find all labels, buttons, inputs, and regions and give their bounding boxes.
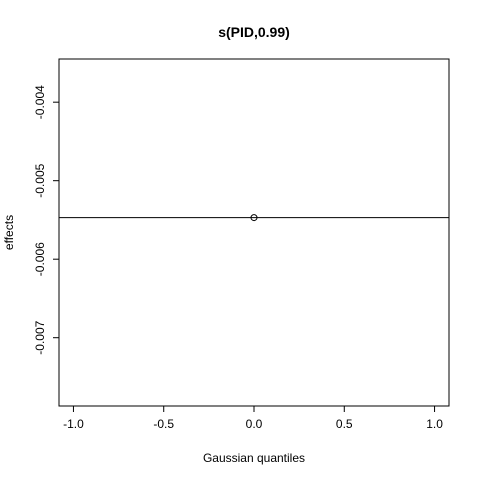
y-axis: -0.004 -0.005 -0.006 -0.007 [33,85,60,355]
y-tick-label: -0.005 [33,163,47,197]
data-layer [59,214,449,222]
x-tick-label: -1.0 [63,417,84,431]
chart-title: s(PID,0.99) [218,24,290,40]
y-tick-label: -0.007 [33,320,47,354]
x-tick-label: -0.5 [153,417,174,431]
x-axis-label: Gaussian quantiles [203,451,305,465]
data-point [250,214,258,222]
y-tick-label: -0.006 [33,242,47,276]
plot-frame [58,58,450,407]
x-tick-label: 1.0 [426,417,443,431]
x-tick-label: 0.0 [246,417,263,431]
x-tick-label: 0.5 [336,417,353,431]
x-axis: -1.0 -0.5 0.0 0.5 1.0 [63,405,443,431]
y-axis-label: effects [2,215,16,250]
y-tick-label: -0.004 [33,85,47,119]
